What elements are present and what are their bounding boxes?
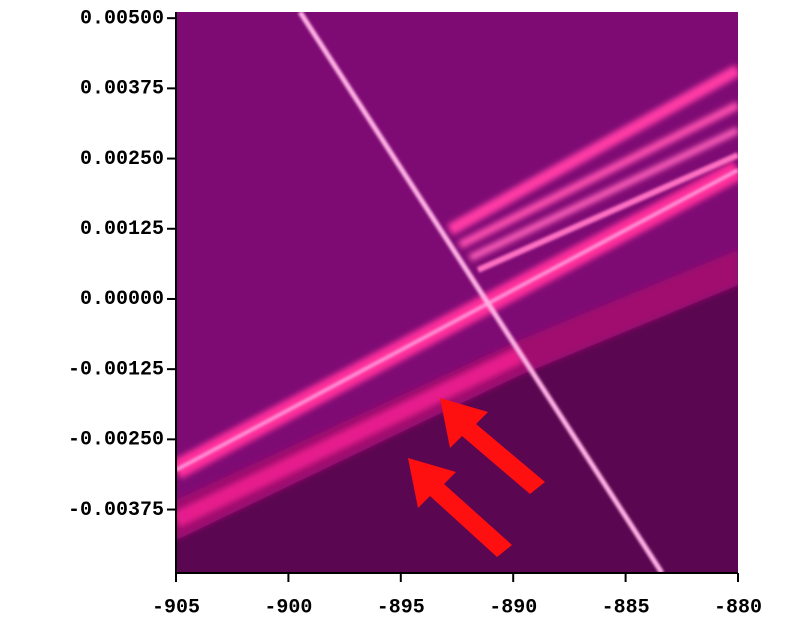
x-tick-label: -895 xyxy=(377,596,425,619)
band xyxy=(447,64,738,236)
band xyxy=(468,126,738,262)
band xyxy=(458,101,738,249)
band xyxy=(176,347,524,528)
y-tick-label: 0.00250 xyxy=(80,148,164,171)
y-tick-label: -0.00375 xyxy=(68,499,164,522)
x-tick-label: -885 xyxy=(602,596,650,619)
arrow xyxy=(440,398,545,494)
y-tick-label: -0.00250 xyxy=(68,429,164,452)
y-tick-label: 0.00500 xyxy=(80,7,164,30)
glow-band xyxy=(176,250,738,540)
y-tick-label: 0.00000 xyxy=(80,288,164,311)
x-tick-label: -900 xyxy=(264,596,312,619)
x-tick-label: -880 xyxy=(714,596,762,619)
y-tick-label: -0.00125 xyxy=(68,358,164,381)
band xyxy=(176,168,738,472)
image-plot xyxy=(176,12,738,573)
x-tick-label: -905 xyxy=(152,596,200,619)
band xyxy=(476,152,738,273)
x-tick-label: -890 xyxy=(489,596,537,619)
steep-line xyxy=(297,12,665,573)
arrow xyxy=(408,458,512,557)
y-tick-label: 0.00125 xyxy=(80,218,164,241)
y-tick-label: 0.00375 xyxy=(80,78,164,101)
